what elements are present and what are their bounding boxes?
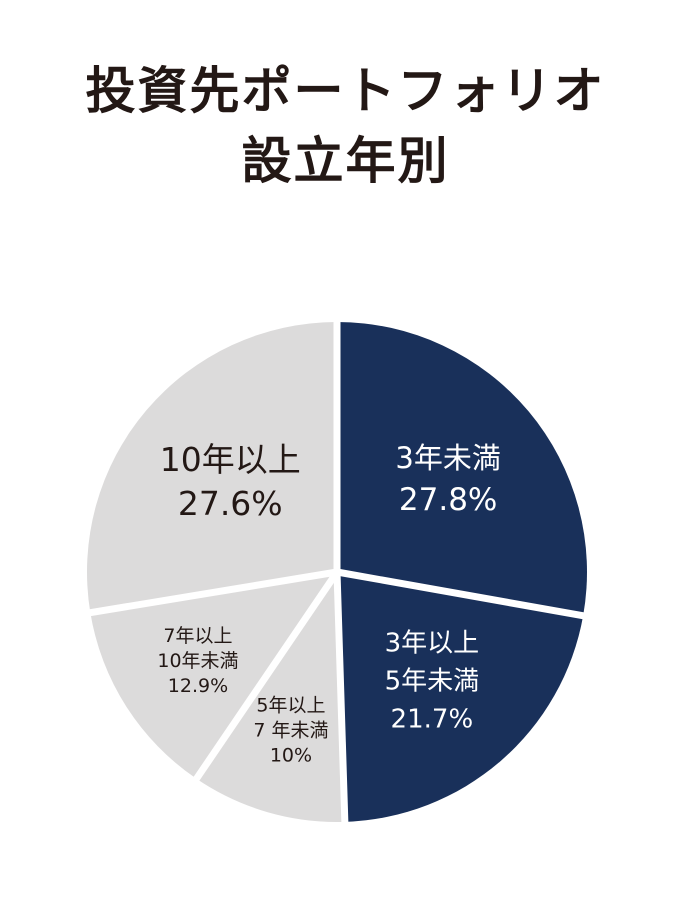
pie-slice-4 [90,572,337,779]
slice-percent-label: 10% [270,744,312,766]
slice-percent-label: 27.8% [399,482,497,518]
slice-name-label: 3年以上 [385,629,480,659]
slice-label-5: 10年以上 27.6% [160,440,301,523]
slice-name-label: 5年未満 [385,667,480,697]
slice-label-4: 7年以上 10年未満 12.9% [157,625,238,697]
slice-name-label: 3年未満 [395,441,500,475]
pie-slice-2 [337,572,584,822]
slice-percent-label: 27.6% [178,484,283,523]
slice-separator [333,571,349,826]
slice-separator [85,568,338,617]
chart-title-line1: 投資先ポートフォリオ [85,62,606,120]
slice-label-3: 5年以上 7 年未満 10% [253,694,328,766]
slice-label-2: 3年以上 5年未満 21.7% [385,629,480,735]
slice-name-label: 5年以上 [256,694,325,716]
slice-separator [191,570,340,785]
slice-percent-label: 21.7% [391,705,474,735]
slice-name-label: 7 年未満 [253,719,328,741]
pie-slice-1 [337,322,587,616]
slice-name-label: 10年未満 [157,650,238,672]
pie-slice-3 [196,572,345,822]
slice-label-1: 3年未満 27.8% [395,441,500,518]
slice-name-label: 7年以上 [163,625,232,647]
chart-title-line2: 設立年別 [241,132,450,190]
slice-percent-label: 12.9% [168,675,228,697]
pie-slice-5 [86,322,337,613]
slice-separator [336,568,588,620]
slice-name-label: 10年以上 [160,440,301,479]
